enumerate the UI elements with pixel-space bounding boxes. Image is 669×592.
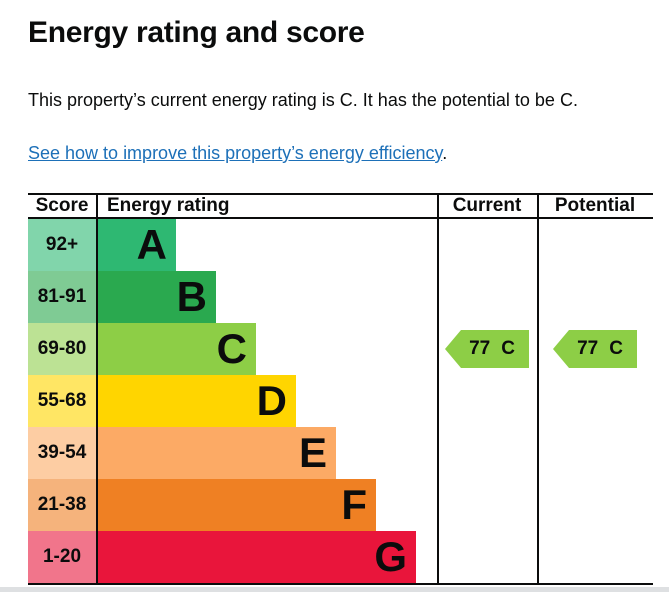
current-cell-c: 77 C (437, 323, 537, 375)
band-row-b: 81-91 B (28, 271, 653, 323)
energy-rating-chart: Score Energy rating Current Potential 92… (28, 193, 653, 585)
band-letter-b: B (176, 273, 207, 320)
band-letter-a: A (136, 221, 167, 268)
bar-area-g: G (96, 531, 437, 583)
score-range-e: 39-54 (28, 427, 96, 479)
bar-area-b: B (96, 271, 437, 323)
potential-cell-g (537, 531, 653, 583)
band-letter-d: D (256, 377, 287, 424)
header-energy-rating: Energy rating (107, 195, 230, 216)
score-range-d: 55-68 (28, 375, 96, 427)
current-cell-b (437, 271, 537, 323)
band-row-d: 55-68 D (28, 375, 653, 427)
bar-area-e: E (96, 427, 437, 479)
potential-cell-a (537, 219, 653, 271)
band-letter-f: F (341, 481, 367, 528)
current-cell-a (437, 219, 537, 271)
potential-cell-b (537, 271, 653, 323)
band-letter-g: G (374, 533, 407, 580)
chart-header: Score Energy rating Current Potential (28, 195, 653, 219)
potential-rating-value: 77 (577, 338, 599, 359)
current-cell-d (437, 375, 537, 427)
bar-area-d: D (96, 375, 437, 427)
potential-cell-e (537, 427, 653, 479)
bar-area-c: C (96, 323, 437, 375)
header-potential: Potential (554, 195, 636, 216)
rating-bar-b: B (96, 271, 216, 323)
potential-cell-f (537, 479, 653, 531)
potential-rating-arrow: 77 C (553, 330, 637, 368)
footer-strip (0, 587, 669, 592)
rating-bar-e: E (96, 427, 336, 479)
potential-cell-c: 77 C (537, 323, 653, 375)
current-cell-f (437, 479, 537, 531)
rating-bar-d: D (96, 375, 296, 427)
potential-cell-d (537, 375, 653, 427)
score-range-c: 69-80 (28, 323, 96, 375)
rating-summary: This property’s current energy rating is… (28, 90, 578, 110)
band-row-e: 39-54 E (28, 427, 653, 479)
bar-area-f: F (96, 479, 437, 531)
bar-area-a: A (96, 219, 437, 271)
rating-bar-c: C (96, 323, 256, 375)
potential-rating-letter: C (609, 338, 623, 359)
rating-bar-g: G (96, 531, 416, 583)
improve-efficiency-link[interactable]: See how to improve this property’s energ… (28, 143, 443, 163)
score-range-a: 92+ (28, 219, 96, 271)
band-letter-e: E (298, 429, 327, 476)
current-rating-value: 77 (469, 338, 491, 359)
rating-bar-f: F (96, 479, 376, 531)
score-range-f: 21-38 (28, 479, 96, 531)
header-score: Score (35, 195, 89, 216)
current-cell-e (437, 427, 537, 479)
current-cell-g (437, 531, 537, 583)
divider-score-rating (96, 195, 98, 583)
current-rating-letter: C (501, 338, 515, 359)
header-current: Current (452, 195, 522, 216)
score-range-g: 1-20 (28, 531, 96, 583)
divider-rating-current (437, 195, 439, 583)
band-row-a: 92+ A (28, 219, 653, 271)
divider-current-potential (537, 195, 539, 583)
rating-bar-a: A (96, 219, 176, 271)
band-row-g: 1-20 G (28, 531, 653, 583)
band-letter-c: C (216, 325, 247, 372)
band-row-f: 21-38 F (28, 479, 653, 531)
improve-link-period: . (442, 143, 448, 163)
page-title: Energy rating and score (28, 16, 365, 49)
score-range-b: 81-91 (28, 271, 96, 323)
chart-rows: 92+ A 81-91 B 69-80 C 77 C 77 C 55-68 D 39-54 E 21-38 F… (28, 219, 653, 583)
improve-link-line: See how to improve this property’s energ… (28, 141, 653, 166)
current-rating-arrow: 77 C (445, 330, 529, 368)
band-row-c: 69-80 C 77 C 77 C (28, 323, 653, 375)
